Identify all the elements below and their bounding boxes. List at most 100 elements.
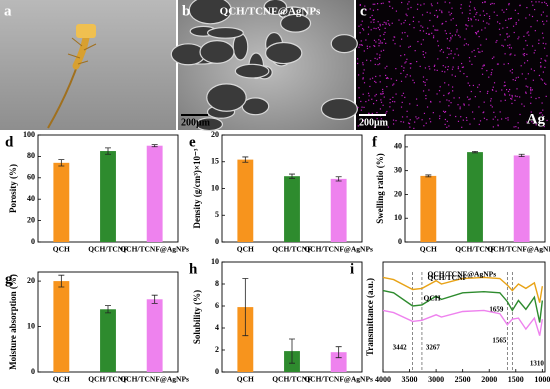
ag-dot	[357, 106, 359, 109]
ag-dot	[459, 106, 461, 108]
ag-dot	[490, 3, 492, 5]
ag-dot	[401, 101, 403, 104]
ag-dot	[385, 112, 387, 114]
sample-block	[76, 24, 96, 38]
ag-dot	[543, 47, 546, 49]
ag-dot	[532, 122, 534, 124]
ag-dot	[490, 74, 492, 76]
ag-dot	[469, 60, 471, 62]
ag-dot	[390, 78, 392, 80]
ag-dot	[453, 97, 455, 99]
ag-dot	[538, 1, 540, 3]
pore	[188, 0, 232, 25]
annotation: 1310	[530, 360, 545, 368]
ag-dot	[486, 22, 488, 24]
ag-dot	[528, 34, 530, 36]
ag-dot	[463, 73, 465, 75]
ag-dot	[374, 3, 376, 5]
ag-dot	[481, 29, 483, 31]
ag-dot	[476, 11, 478, 14]
ag-dot	[539, 112, 541, 114]
ag-dot	[511, 68, 514, 71]
ag-dot	[400, 38, 403, 40]
ag-dot	[372, 3, 374, 5]
ag-dot	[385, 42, 387, 44]
panel-letter: a	[4, 3, 12, 19]
ag-dot	[452, 66, 454, 68]
x-tick-label: QCH/TCNF@AgNPs	[120, 245, 189, 254]
ag-dot	[373, 39, 376, 41]
ag-dot	[469, 123, 471, 125]
ag-dot	[487, 90, 489, 93]
ag-dot	[531, 1, 533, 3]
ag-dot	[392, 119, 395, 121]
ag-dot	[428, 33, 431, 35]
ag-dot	[362, 78, 364, 80]
ag-dot	[407, 3, 409, 5]
bar	[330, 352, 347, 372]
ag-dot	[435, 29, 437, 31]
ag-dot	[415, 98, 418, 100]
y-tick-label: 0	[215, 367, 219, 376]
ag-dot	[495, 41, 497, 43]
ag-dot	[437, 40, 439, 42]
ag-dot	[429, 68, 431, 70]
ag-dot	[379, 40, 382, 42]
ag-dot	[363, 82, 366, 84]
ag-dot	[374, 126, 376, 129]
ag-dot	[380, 2, 382, 5]
ag-dot	[444, 1, 446, 3]
ag-dot	[381, 42, 384, 44]
ag-dot	[436, 2, 439, 4]
x-tick-label: 2000	[481, 375, 497, 384]
ag-dot	[412, 79, 414, 81]
y-tick-label: 60	[27, 173, 35, 182]
ag-dot	[439, 86, 441, 88]
ag-dot	[546, 119, 548, 122]
ag-dot	[437, 58, 439, 60]
ag-dot	[451, 7, 453, 9]
ag-dot	[514, 99, 516, 101]
ag-dot	[478, 106, 480, 108]
ag-dot	[375, 93, 377, 96]
y-tick-label: 10	[394, 213, 402, 222]
bar	[100, 309, 116, 372]
ag-dot	[482, 10, 485, 12]
bar	[237, 159, 254, 242]
ag-dot	[525, 92, 527, 94]
ag-dot	[430, 3, 433, 5]
ag-dot	[489, 100, 492, 102]
ag-dot	[526, 121, 528, 123]
ag-dot	[431, 5, 433, 7]
ag-dot	[505, 89, 508, 91]
ag-dot	[486, 13, 488, 15]
photo-c	[356, 0, 550, 130]
ag-dot	[380, 101, 383, 103]
ag-dot	[516, 88, 518, 90]
ag-dot	[357, 58, 359, 60]
spectrum	[382, 289, 544, 323]
ag-dot	[439, 101, 441, 103]
ag-dot	[377, 64, 379, 66]
ag-dot	[484, 1, 487, 3]
ag-dot	[444, 118, 447, 121]
ag-dot	[530, 96, 532, 98]
bar	[146, 299, 163, 372]
ag-dot	[524, 62, 526, 64]
ag-dot	[446, 38, 449, 40]
ag-dot	[429, 19, 431, 22]
ag-dot	[503, 63, 505, 65]
ag-dot	[483, 101, 485, 103]
ag-dot	[457, 54, 460, 56]
ag-dot	[544, 82, 546, 84]
ag-dot	[509, 88, 511, 91]
ag-dot	[404, 54, 406, 56]
ag-dot	[450, 36, 452, 39]
ag-dot	[377, 9, 379, 11]
ag-dot	[515, 23, 517, 25]
ag-dot	[504, 81, 506, 83]
ag-dot	[388, 1, 391, 3]
ag-dot	[523, 53, 526, 55]
ag-dot	[530, 26, 532, 28]
error-bar	[151, 294, 158, 304]
